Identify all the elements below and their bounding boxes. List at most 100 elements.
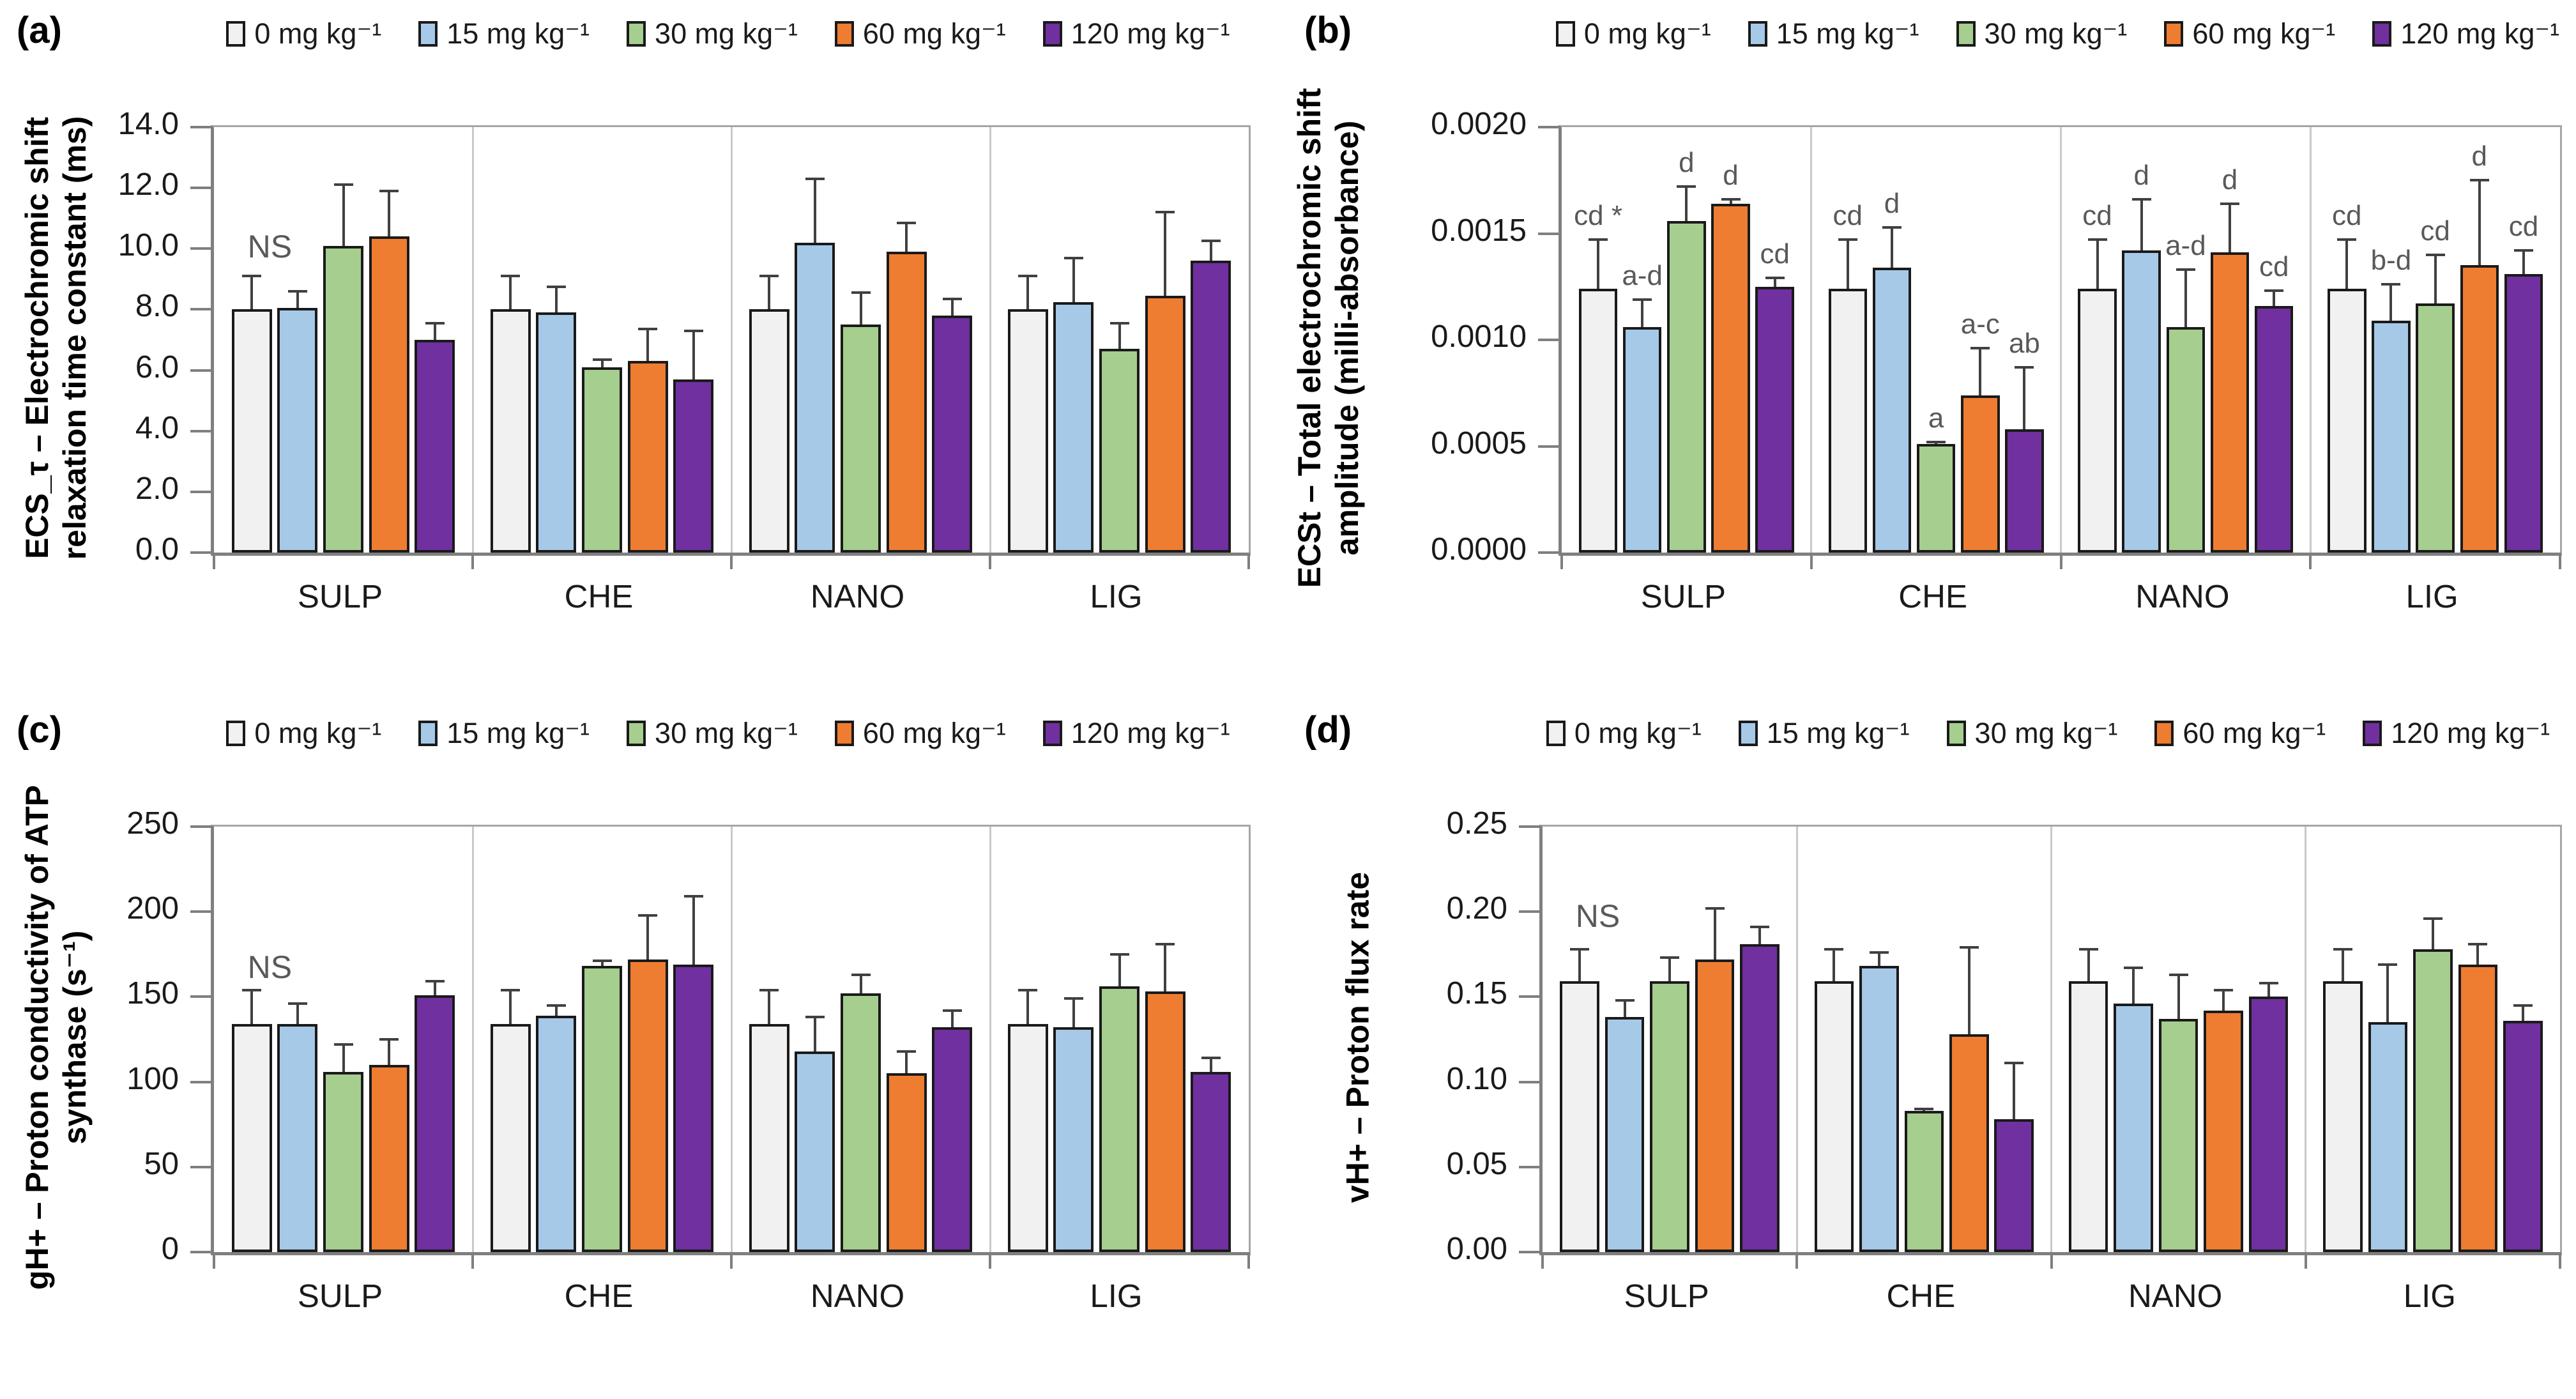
legend-swatch-icon	[1555, 20, 1575, 47]
y-tick-mark	[190, 551, 211, 554]
bar	[2416, 303, 2455, 553]
bar	[2068, 981, 2108, 1252]
error-bar-cap	[242, 988, 262, 991]
plot-area: NS	[1519, 825, 2562, 1269]
legend-swatch-icon	[834, 720, 854, 746]
error-bar-whisker	[1668, 958, 1672, 982]
bar	[1755, 286, 1794, 553]
bar	[1604, 1017, 1645, 1252]
x-category-label: NANO	[2135, 578, 2230, 615]
error-bar-cap	[2423, 917, 2443, 920]
legend-label: 60 mg kg⁻¹	[862, 717, 1006, 749]
error-bar-cap	[2015, 366, 2034, 369]
error-bar-cap	[897, 221, 917, 224]
y-tick-label: 8.0	[135, 289, 179, 324]
legend-swatch-icon	[1956, 20, 1976, 47]
error-bar-whisker	[1641, 299, 1644, 327]
significance-label: b-d	[2370, 245, 2412, 277]
error-bar-whisker	[646, 329, 650, 362]
group-separator	[2050, 827, 2052, 1252]
significance-label: cd	[1760, 238, 1790, 270]
error-bar-cap	[2333, 947, 2352, 951]
legend-item: 60 mg kg⁻¹	[2154, 716, 2326, 750]
bar	[2504, 273, 2543, 553]
y-tick-mark	[190, 1251, 211, 1253]
bar	[1622, 327, 1662, 553]
group-separator	[2060, 127, 2062, 553]
y-tick-mark	[190, 187, 211, 190]
significance-label: d	[1723, 160, 1739, 192]
error-bar-whisker	[1967, 947, 1970, 1034]
bar	[749, 1024, 789, 1252]
error-bar-whisker	[296, 291, 299, 309]
error-bar-whisker	[1877, 952, 1880, 967]
bar	[2166, 327, 2206, 553]
group-separator	[471, 827, 474, 1252]
bar	[2458, 964, 2498, 1252]
significance-label: d	[2133, 160, 2149, 192]
error-bar-cap	[2513, 1004, 2533, 1007]
legend-label: 30 mg kg⁻¹	[1984, 17, 2128, 50]
bar	[415, 340, 455, 553]
error-bar-cap	[379, 189, 399, 192]
error-bar-whisker	[1979, 348, 1982, 395]
error-bar-cap	[2381, 283, 2401, 286]
significance-label: cd	[2420, 215, 2450, 247]
legend-swatch-icon	[226, 720, 246, 746]
error-bar-whisker	[1713, 908, 1716, 959]
error-bar-cap	[501, 988, 521, 991]
legend-item: 120 mg kg⁻¹	[1042, 17, 1230, 50]
error-bar-cap	[2214, 988, 2234, 991]
group-separator	[989, 827, 991, 1252]
error-bar-cap	[683, 895, 703, 898]
legend-item: 0 mg kg⁻¹	[226, 716, 381, 750]
panel-label: (a)	[17, 10, 62, 51]
error-bar-whisker	[768, 990, 771, 1024]
y-tick-mark	[1519, 1165, 1539, 1168]
legend-label: 60 mg kg⁻¹	[862, 17, 1006, 50]
x-tick-mark	[1247, 553, 1250, 569]
x-tick-mark	[2309, 553, 2312, 569]
x-tick-mark	[471, 553, 474, 569]
legend-swatch-icon	[2372, 20, 2392, 47]
x-tick-mark	[213, 553, 215, 569]
bar	[1994, 1119, 2034, 1252]
bar	[2114, 1004, 2153, 1252]
error-bar-cap	[759, 988, 779, 991]
y-tick-mark	[1519, 1080, 1539, 1083]
bar	[490, 309, 531, 553]
error-bar-cap	[2264, 289, 2284, 293]
y-tick-mark	[1519, 995, 1539, 998]
x-category-label: SULP	[1640, 578, 1726, 615]
x-category-label: CHE	[564, 1278, 634, 1314]
bar	[323, 1071, 363, 1252]
panel-d: (d) 0 mg kg⁻¹ 15 mg kg⁻¹ 30 mg kg⁻¹ 60 mg kg…	[1288, 699, 2576, 1399]
error-bar-whisker	[2087, 949, 2090, 982]
error-bar-cap	[1677, 185, 1696, 188]
error-bar-cap	[425, 321, 445, 325]
y-tick-label: 0.15	[1446, 976, 1507, 1011]
error-bar-cap	[592, 358, 612, 361]
error-bar-whisker	[2522, 250, 2525, 274]
bar	[1814, 981, 1854, 1252]
y-tick-mark	[190, 1080, 211, 1083]
error-bar-whisker	[2521, 1005, 2524, 1021]
error-bar-cap	[2087, 238, 2107, 241]
bar	[932, 315, 973, 553]
y-tick-label: 0.0015	[1431, 213, 1527, 248]
y-tick-label: 14.0	[118, 107, 179, 141]
error-bar-whisker	[1846, 240, 1849, 289]
y-tick-mark	[1519, 1251, 1539, 1253]
bar	[490, 1024, 531, 1252]
legend-item: 0 mg kg⁻¹	[1555, 17, 1711, 50]
error-bar-cap	[2124, 967, 2144, 970]
error-bar-whisker	[2273, 291, 2276, 306]
x-category-label: CHE	[1898, 578, 1967, 615]
bar	[1828, 289, 1868, 553]
x-category-label: NANO	[2128, 1278, 2223, 1314]
error-bar-whisker	[1026, 990, 1030, 1024]
legend-item: 30 mg kg⁻¹	[1956, 17, 2128, 50]
bar	[2254, 305, 2294, 553]
bar	[1872, 267, 1912, 553]
x-tick-mark	[989, 553, 991, 569]
